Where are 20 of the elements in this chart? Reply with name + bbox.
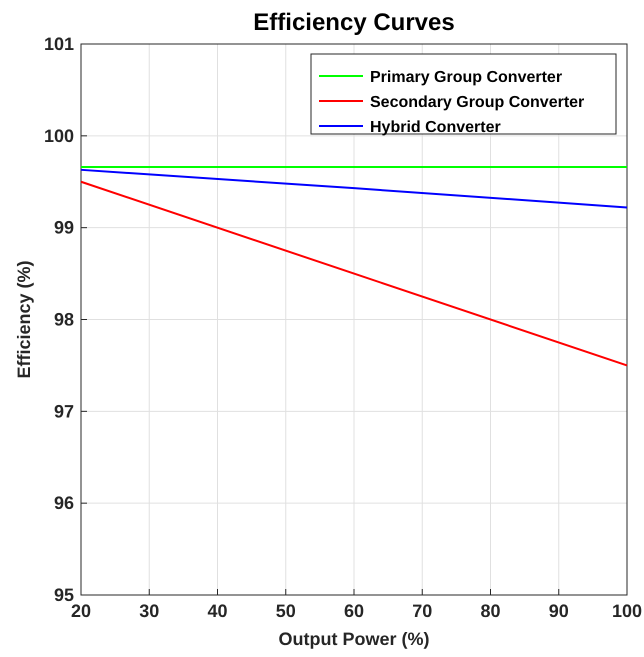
y-tick-label: 100 [44,126,74,146]
x-tick-label: 100 [612,601,642,621]
x-tick-label: 80 [480,601,501,621]
y-tick-label: 98 [54,310,74,330]
x-axis-title: Output Power (%) [278,629,430,649]
x-tick-label: 70 [412,601,432,621]
y-tick-label: 97 [54,401,74,422]
x-tick-label: 90 [548,601,569,621]
y-axis-title: Efficiency (%) [14,260,34,379]
legend-label: Secondary Group Converter [370,94,584,111]
x-tick-label: 50 [276,601,296,621]
y-tick-label: 96 [54,493,74,514]
legend-label: Hybrid Converter [370,119,501,136]
x-tick-label: 60 [344,601,364,621]
x-tick-label: 30 [139,601,160,621]
y-tick-label: 101 [44,34,74,54]
legend-label: Primary Group Converter [370,69,562,86]
x-tick-label: 40 [207,601,228,621]
y-tick-label: 99 [54,218,74,238]
chart-title: Efficiency Curves [253,9,455,36]
